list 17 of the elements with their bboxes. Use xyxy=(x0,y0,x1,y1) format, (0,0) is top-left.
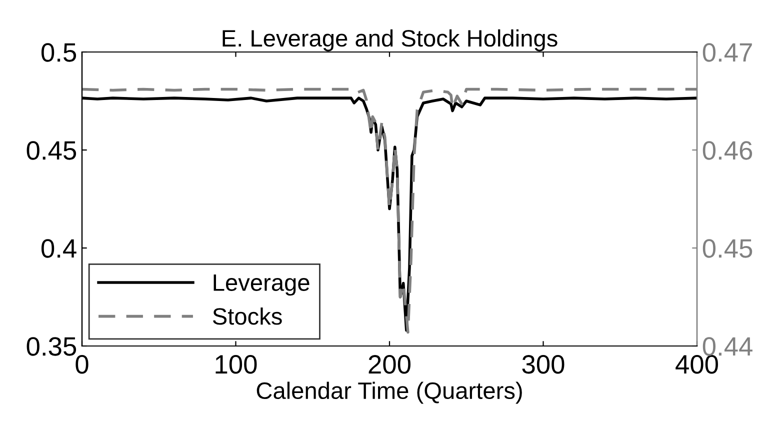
x-axis-title: Calendar Time (Quarters) xyxy=(256,382,522,404)
y-tick-label: 0.4 xyxy=(41,239,76,258)
x-tick-label: 400 xyxy=(676,355,718,374)
legend-label: Stocks xyxy=(212,307,282,325)
y-tick-label: 0.5 xyxy=(41,43,76,62)
y-tick-label: 0.35 xyxy=(26,337,76,356)
x-tick-label: 300 xyxy=(522,355,564,374)
x-tick-label: 200 xyxy=(368,355,410,374)
y-tick-label: 0.45 xyxy=(26,141,76,160)
y2-tick-label: 0.47 xyxy=(702,43,752,62)
chart-title: E. Leverage and Stock Holdings xyxy=(222,29,558,52)
legend-label: Leverage xyxy=(214,274,310,296)
y2-tick-label: 0.45 xyxy=(702,239,752,258)
y2-tick-label: 0.46 xyxy=(702,141,752,160)
y2-tick-label: 0.44 xyxy=(702,337,752,356)
x-tick-label: 100 xyxy=(216,355,257,374)
x-tick-label: 0 xyxy=(76,355,88,374)
